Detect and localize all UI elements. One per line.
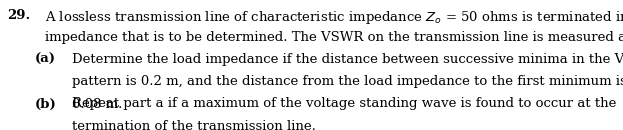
Text: pattern is 0.2 m, and the distance from the load impedance to the first minimum : pattern is 0.2 m, and the distance from …	[72, 75, 623, 88]
Text: (a): (a)	[34, 53, 55, 66]
Text: Repeat part a if a maximum of the voltage standing wave is found to occur at the: Repeat part a if a maximum of the voltag…	[72, 98, 616, 110]
Text: 0.08 m.: 0.08 m.	[72, 98, 122, 110]
Text: termination of the transmission line.: termination of the transmission line.	[72, 120, 315, 130]
Text: impedance that is to be determined. The VSWR on the transmission line is measure: impedance that is to be determined. The …	[45, 31, 623, 44]
Text: A lossless transmission line of characteristic impedance $Z_o$ = 50 ohms is term: A lossless transmission line of characte…	[45, 9, 623, 26]
Text: Determine the load impedance if the distance between successive minima in the VS: Determine the load impedance if the dist…	[72, 53, 623, 66]
Text: 29.: 29.	[7, 9, 31, 22]
Text: (b): (b)	[34, 98, 56, 110]
